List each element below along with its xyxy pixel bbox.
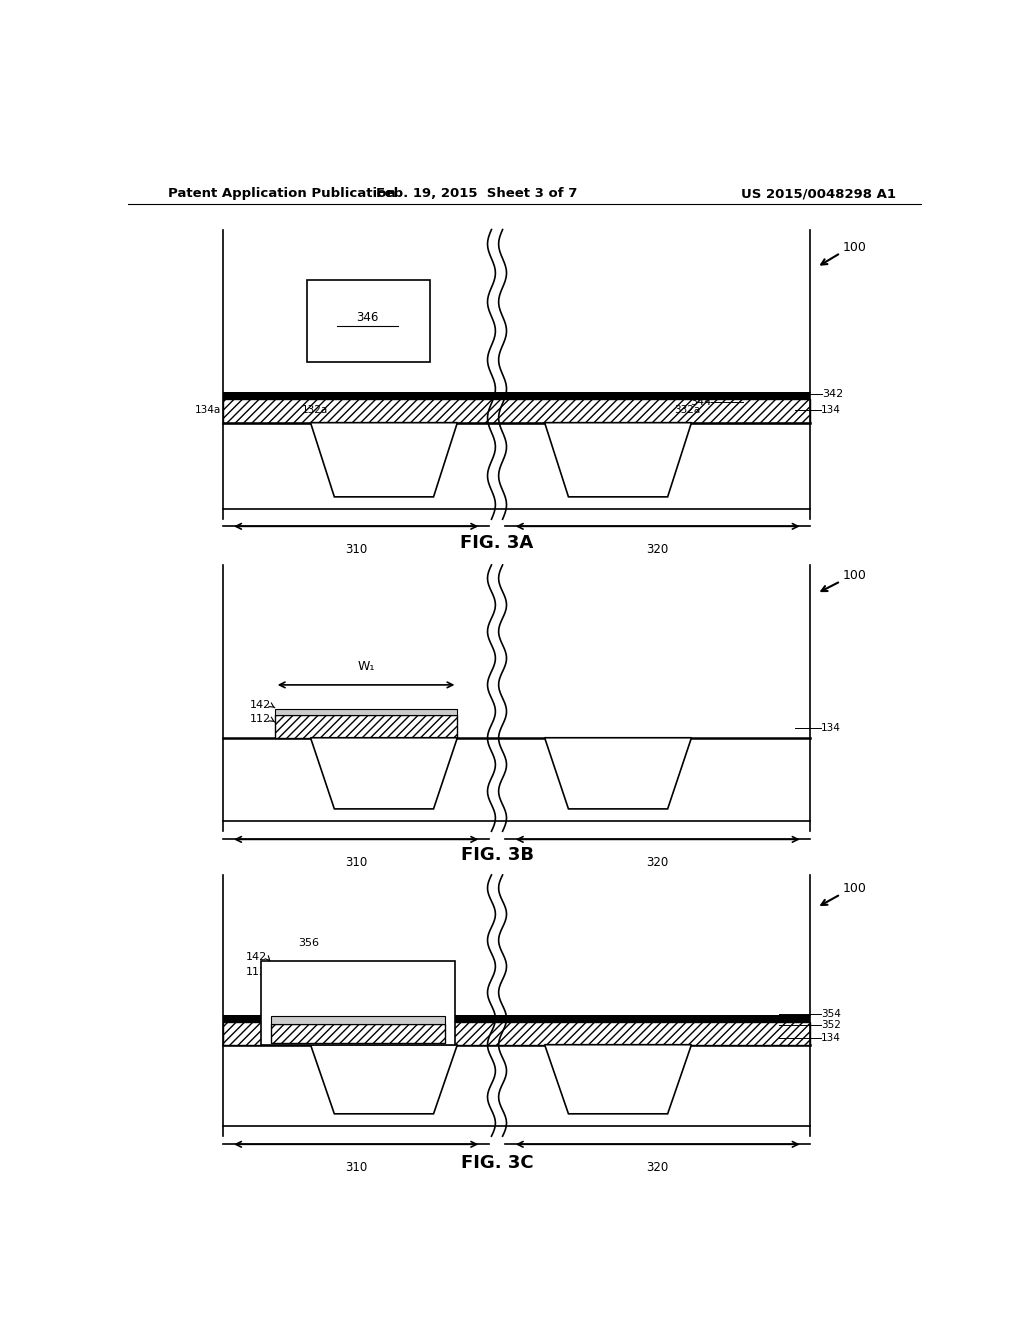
- Text: 346: 346: [356, 312, 379, 325]
- Bar: [223, 1044, 811, 1126]
- Bar: [261, 961, 455, 1044]
- Polygon shape: [545, 422, 691, 496]
- Polygon shape: [545, 1044, 691, 1114]
- Polygon shape: [310, 1044, 458, 1114]
- Text: FIG. 3A: FIG. 3A: [461, 533, 534, 552]
- Bar: [274, 709, 458, 715]
- Bar: [274, 715, 458, 738]
- Text: 342: 342: [822, 389, 844, 399]
- Text: W₁: W₁: [357, 660, 375, 673]
- Text: 356: 356: [299, 939, 319, 948]
- Text: 332: 332: [606, 1061, 629, 1074]
- Bar: [306, 280, 430, 362]
- Text: 320: 320: [646, 543, 669, 556]
- Text: FIG. 3B: FIG. 3B: [461, 846, 534, 863]
- Text: 134: 134: [821, 405, 841, 416]
- Text: 132: 132: [367, 747, 389, 759]
- Text: US 2015/0048298 A1: US 2015/0048298 A1: [741, 187, 896, 201]
- Text: 132: 132: [367, 1061, 389, 1074]
- Bar: [223, 1022, 811, 1044]
- Bar: [223, 738, 811, 821]
- Text: 352: 352: [821, 1020, 841, 1031]
- Text: 134a: 134a: [195, 405, 221, 416]
- Polygon shape: [310, 422, 458, 496]
- Text: Feb. 19, 2015  Sheet 3 of 7: Feb. 19, 2015 Sheet 3 of 7: [377, 187, 578, 201]
- Bar: [223, 1015, 811, 1022]
- Bar: [223, 422, 811, 510]
- Text: 332: 332: [606, 429, 629, 442]
- Polygon shape: [310, 738, 458, 809]
- Bar: [223, 392, 811, 399]
- Text: 310: 310: [345, 543, 368, 556]
- Text: 142: 142: [246, 952, 267, 962]
- Text: 332a: 332a: [675, 405, 700, 416]
- Text: 320: 320: [646, 855, 669, 869]
- Text: 132: 132: [367, 429, 389, 442]
- Text: 100: 100: [842, 882, 866, 895]
- Text: 112: 112: [250, 714, 270, 725]
- Text: FIG. 3C: FIG. 3C: [461, 1154, 534, 1172]
- Text: 332: 332: [606, 747, 629, 759]
- Text: 134: 134: [821, 722, 841, 733]
- Text: 310: 310: [345, 1160, 368, 1173]
- Text: 310: 310: [345, 855, 368, 869]
- Text: 344: 344: [690, 397, 712, 408]
- Bar: [270, 1016, 445, 1024]
- Polygon shape: [545, 738, 691, 809]
- Text: 320: 320: [646, 1160, 669, 1173]
- Text: 132a: 132a: [301, 405, 328, 416]
- Text: 134: 134: [821, 1032, 841, 1043]
- Bar: [223, 399, 811, 422]
- Text: 112: 112: [246, 966, 267, 977]
- Text: 100: 100: [842, 242, 866, 255]
- Text: Patent Application Publication: Patent Application Publication: [168, 187, 395, 201]
- Bar: [270, 1024, 445, 1043]
- Text: 354: 354: [821, 1010, 841, 1019]
- Text: 142: 142: [250, 700, 270, 710]
- Text: 100: 100: [842, 569, 866, 582]
